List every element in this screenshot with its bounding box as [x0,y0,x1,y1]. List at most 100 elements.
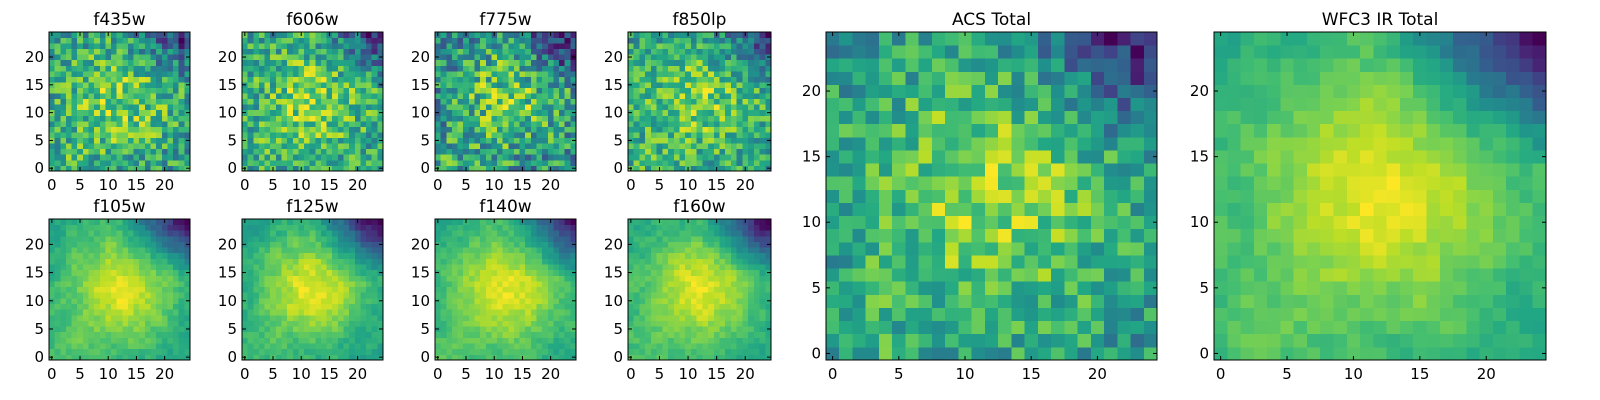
heatmap-cell [315,154,322,161]
heatmap-cell [633,154,640,161]
heatmap-cell [696,348,703,355]
heatmap-cell [497,224,504,231]
heatmap-cell [508,326,515,333]
heatmap-cell [519,297,526,304]
heatmap-cell [491,70,498,77]
heatmap-cell [281,65,288,72]
heatmap-cell [725,132,732,139]
heatmap-cell [139,230,146,237]
heatmap-cell [65,93,72,100]
heatmap-cell [49,230,56,237]
heatmap-cell [451,159,458,166]
heatmap-cell [343,230,350,237]
heatmap-cell [497,43,504,50]
heatmap-cell [719,303,726,310]
heatmap-cell [673,98,680,105]
heatmap-cell [309,292,316,299]
heatmap-cell [639,137,646,144]
heatmap-cell [377,309,384,316]
heatmap-cell [304,115,311,122]
heatmap-cell [480,224,487,231]
heatmap-cell [542,219,549,226]
heatmap-cell [178,303,185,310]
heatmap-cell [474,343,481,350]
heatmap-cell [258,54,265,61]
heatmap-cell [765,343,772,350]
heatmap-cell [633,126,640,133]
heatmap-cell [662,32,669,38]
heatmap-cell [536,320,543,327]
heatmap-cell [122,281,129,288]
heatmap-cell [111,109,118,116]
heatmap-cell [468,115,475,122]
y-tick-label: 20 [25,48,44,66]
heatmap-cell [536,247,543,254]
heatmap-cell [320,224,327,231]
heatmap-cell [468,37,475,44]
heatmap-cell [748,132,755,139]
heatmap-cell [315,258,322,265]
heatmap-cell [446,104,453,111]
heatmap-cell [105,65,112,72]
heatmap-cell [116,32,123,38]
heatmap-cell [337,326,344,333]
heatmap-cell [435,87,442,94]
heatmap-cell [679,32,686,38]
heatmap-cell [628,343,635,350]
heatmap-cell [679,76,686,83]
heatmap-cell [173,281,180,288]
y-tick-label: 0 [420,348,430,366]
heatmap-cell [116,303,123,310]
heatmap-cell [446,303,453,310]
heatmap-cell [178,320,185,327]
heatmap-cell [673,93,680,100]
heatmap-cell [468,126,475,133]
heatmap-cell [178,82,185,88]
heatmap-cell [309,165,316,172]
heatmap-cell [184,48,191,55]
heatmap-cell [337,87,344,94]
heatmap-cell [366,309,373,316]
heatmap-cell [502,148,509,155]
heatmap-cell [463,54,470,61]
heatmap-cell [513,32,520,38]
heatmap-cell [446,348,453,355]
heatmap-cell [725,70,732,77]
heatmap-cell [366,331,373,338]
heatmap-cell [309,48,316,55]
heatmap-cell [468,354,475,361]
heatmap-cell [719,137,726,144]
heatmap-cell [765,292,772,299]
heatmap-cell [150,165,157,172]
heatmap-cell [366,281,373,288]
heatmap-cell [497,235,504,242]
heatmap-cell [440,354,447,361]
heatmap-cell [304,48,311,55]
heatmap-cell [519,143,526,150]
heatmap-cell [270,48,277,55]
heatmap-cell [122,143,129,150]
heatmap-cell [451,269,458,276]
heatmap-cell [736,309,743,316]
heatmap-cell [564,93,571,100]
heatmap-cell [116,331,123,338]
heatmap-cell [275,281,282,288]
heatmap-cell [759,286,766,293]
heatmap-cell [570,275,577,282]
heatmap-cell [564,247,571,254]
heatmap-cell [360,54,367,61]
heatmap-cell [315,264,322,271]
heatmap-cell [725,87,732,94]
heatmap-cell [264,32,271,38]
heatmap-cell [184,309,191,316]
heatmap-cell [77,143,84,150]
heatmap-cell [105,43,112,50]
heatmap-cell [508,148,515,155]
heatmap-cell [366,303,373,310]
heatmap-cell [559,120,566,127]
heatmap-cell [343,87,350,94]
heatmap-cell [440,281,447,288]
heatmap-cell [304,65,311,72]
heatmap-cell [105,331,112,338]
heatmap-cell [127,348,134,355]
